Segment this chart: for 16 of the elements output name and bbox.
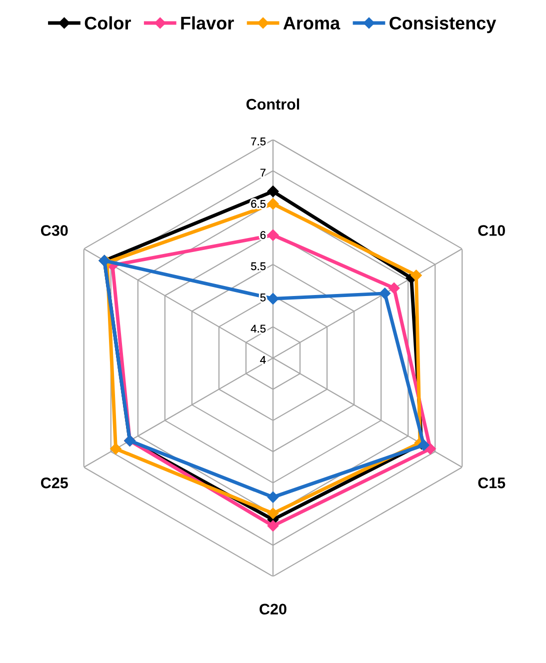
spoke-label: C25	[41, 478, 68, 488]
y-tick-label: 5.5	[251, 262, 266, 270]
spoke-label: C20	[260, 604, 286, 615]
y-tick-label: 4.5	[250, 324, 266, 333]
spoke-label: C15	[478, 478, 506, 488]
legend-label: Aroma	[283, 16, 340, 30]
y-tick-label: 7.5	[251, 138, 266, 146]
spoke-label: C10	[478, 225, 505, 236]
y-tick-label: 6	[260, 231, 266, 239]
y-tick-label: 4	[260, 356, 266, 364]
spoke-label: Control	[246, 98, 300, 110]
spoke-label: C30	[41, 225, 68, 236]
legend-label: Color	[84, 16, 131, 30]
legend-label: Consistency	[390, 16, 496, 34]
legend-label: Flavor	[181, 16, 234, 30]
y-tick-label: 7	[260, 168, 266, 176]
